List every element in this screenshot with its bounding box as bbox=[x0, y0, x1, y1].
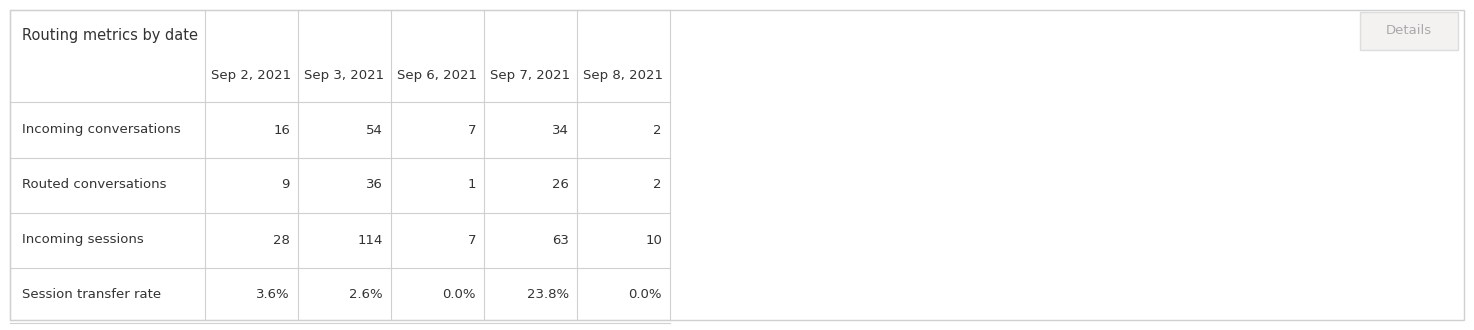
Text: 2: 2 bbox=[653, 179, 662, 191]
Text: Routed conversations: Routed conversations bbox=[22, 179, 167, 191]
FancyBboxPatch shape bbox=[1361, 12, 1458, 50]
Text: Incoming conversations: Incoming conversations bbox=[22, 123, 181, 137]
Text: 7: 7 bbox=[467, 234, 476, 247]
Text: Sep 7, 2021: Sep 7, 2021 bbox=[491, 69, 570, 82]
Text: 16: 16 bbox=[273, 123, 290, 137]
Text: 10: 10 bbox=[646, 234, 662, 247]
Text: Sep 3, 2021: Sep 3, 2021 bbox=[305, 69, 385, 82]
Text: Session transfer rate: Session transfer rate bbox=[22, 288, 161, 302]
Text: 28: 28 bbox=[273, 234, 290, 247]
FancyBboxPatch shape bbox=[10, 10, 1464, 320]
Text: 0.0%: 0.0% bbox=[628, 288, 662, 302]
Text: 36: 36 bbox=[366, 179, 383, 191]
Text: Sep 8, 2021: Sep 8, 2021 bbox=[584, 69, 663, 82]
Text: 2: 2 bbox=[653, 123, 662, 137]
Text: 54: 54 bbox=[366, 123, 383, 137]
Text: 114: 114 bbox=[358, 234, 383, 247]
Text: 63: 63 bbox=[553, 234, 569, 247]
Text: 7: 7 bbox=[467, 123, 476, 137]
Text: 2.6%: 2.6% bbox=[349, 288, 383, 302]
Text: Sep 6, 2021: Sep 6, 2021 bbox=[398, 69, 478, 82]
Text: Sep 2, 2021: Sep 2, 2021 bbox=[211, 69, 292, 82]
Text: 26: 26 bbox=[553, 179, 569, 191]
Text: Details: Details bbox=[1386, 24, 1433, 38]
Text: 34: 34 bbox=[553, 123, 569, 137]
Text: Incoming sessions: Incoming sessions bbox=[22, 234, 144, 247]
Text: 9: 9 bbox=[282, 179, 290, 191]
Text: 23.8%: 23.8% bbox=[526, 288, 569, 302]
Text: Routing metrics by date: Routing metrics by date bbox=[22, 28, 198, 43]
Text: 0.0%: 0.0% bbox=[442, 288, 476, 302]
Text: 3.6%: 3.6% bbox=[256, 288, 290, 302]
Text: 1: 1 bbox=[467, 179, 476, 191]
